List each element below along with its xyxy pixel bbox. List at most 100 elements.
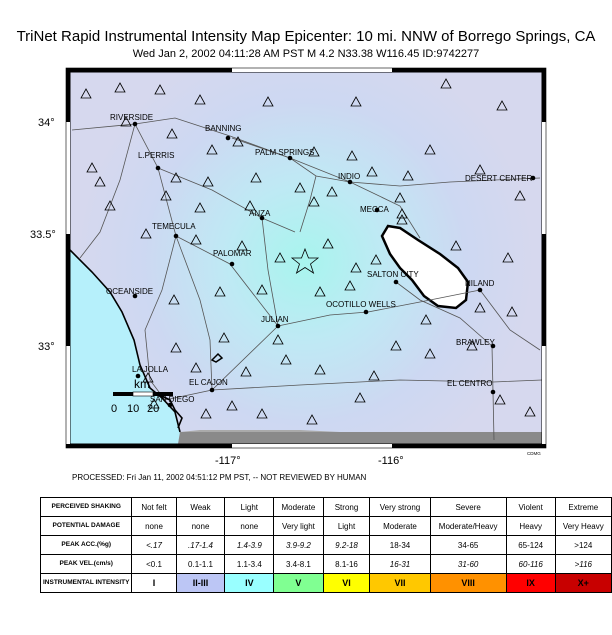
station-triangle-icon: [120, 116, 132, 127]
station-triangle-icon: [514, 190, 526, 201]
legend-cell: Extreme: [554, 497, 612, 517]
intensity-map: RIVERSIDE BANNING PALM SPRINGS L.PERRIS INDI…: [30, 67, 547, 467]
station-triangle-icon: [256, 408, 268, 419]
legend-cell: Weak: [175, 497, 226, 517]
legend-cell: VII: [369, 573, 431, 593]
legend-cell: none: [131, 516, 177, 536]
legend-cell: Light: [322, 516, 371, 536]
legend-row-label: POTENTIAL DAMAGE: [39, 516, 133, 536]
city-label: INDIO: [338, 172, 360, 181]
station-triangle-icon: [218, 332, 230, 343]
station-triangle-icon: [396, 214, 408, 225]
city-label: SALTON CITY: [367, 270, 419, 279]
station-triangle-icon: [494, 394, 506, 405]
station-triangle-icon: [94, 176, 106, 187]
legend-cell: Heavy: [505, 516, 556, 536]
station-triangle-icon: [236, 240, 248, 251]
epicenter-star-icon: [290, 247, 320, 274]
city-dot: [135, 373, 141, 379]
city-markers: RIVERSIDE BANNING PALM SPRINGS L.PERRIS INDI…: [106, 113, 536, 408]
city-dot: [275, 323, 281, 329]
city-dot: [209, 387, 215, 393]
scale-unit: km: [134, 377, 150, 391]
station-triangle-icon: [142, 372, 154, 383]
city-dot: [173, 233, 179, 239]
city-dot: [477, 287, 483, 293]
legend-cell: Strong: [322, 497, 371, 517]
station-triangle-icon: [394, 192, 406, 203]
station-triangle-icon: [294, 182, 306, 193]
legend-cell: Very light: [273, 516, 324, 536]
station-triangle-icon: [440, 78, 452, 89]
station-triangle-icon: [308, 146, 320, 157]
legend-cell: .17-1.4: [175, 535, 226, 555]
station-triangle-icon: [104, 200, 116, 211]
processed-note: PROCESSED: Fri Jan 11, 2002 04:51:12 PM …: [72, 473, 367, 482]
station-triangle-icon: [368, 370, 380, 381]
map-title: TriNet Rapid Instrumental Intensity Map …: [16, 28, 596, 45]
legend-cell: Violent: [505, 497, 556, 517]
legend-cell: none: [175, 516, 226, 536]
city-label: LA JOLLA: [132, 365, 169, 374]
legend-cell: <0.1: [131, 554, 177, 574]
scale-tick-0: 0: [111, 403, 117, 415]
station-triangle-icon: [346, 150, 358, 161]
lat-label-34: 34°: [38, 117, 55, 129]
legend-cell: IV: [224, 573, 275, 593]
city-label: NILAND: [465, 279, 495, 288]
city-label: DESERT CENTER: [465, 174, 532, 183]
city-dot: [225, 135, 231, 141]
city-dot: [393, 279, 399, 285]
station-triangle-icon: [502, 252, 514, 263]
station-triangle-icon: [160, 190, 172, 201]
station-triangle-icon: [424, 144, 436, 155]
city-label: OCOTILLO WELLS: [326, 300, 396, 309]
station-triangle-icon: [424, 348, 436, 359]
legend-cell: Very strong: [369, 497, 431, 517]
station-triangle-icon: [214, 286, 226, 297]
legend-cell: 65-124: [505, 535, 556, 555]
station-markers: [80, 78, 536, 425]
lat-label-33-5: 33.5°: [30, 229, 56, 241]
station-triangle-icon: [170, 172, 182, 183]
intensity-legend: PERCEIVED SHAKING Not felt Weak Light Modera…: [39, 497, 612, 593]
station-triangle-icon: [194, 202, 206, 213]
city-label: EL CAJON: [189, 378, 228, 387]
station-triangle-icon: [396, 208, 408, 219]
city-label: PALM SPRINGS: [255, 148, 314, 157]
station-triangle-icon: [148, 398, 160, 409]
station-triangle-icon: [80, 88, 92, 99]
station-triangle-icon: [474, 302, 486, 313]
city-dot: [374, 207, 380, 213]
station-triangle-icon: [474, 164, 486, 175]
city-dot: [287, 155, 293, 161]
legend-cell: <.17: [131, 535, 177, 555]
station-triangle-icon: [314, 286, 326, 297]
station-triangle-icon: [200, 408, 212, 419]
legend-cell: 60-116: [505, 554, 556, 574]
station-triangle-icon: [194, 94, 206, 105]
legend-cell: 1.4-3.9: [224, 535, 275, 555]
city-dot: [132, 121, 138, 127]
legend-cell: I: [131, 573, 177, 593]
station-triangle-icon: [166, 128, 178, 139]
city-dot: [490, 343, 496, 349]
station-triangle-icon: [272, 334, 284, 345]
legend-row: INSTRUMENTAL INTENSITY I II-III IV V VI VII VII…: [39, 573, 612, 593]
city-label: JULIAN: [261, 315, 289, 324]
legend-cell: >124: [554, 535, 612, 555]
city-dot: [490, 389, 496, 395]
credit-label: CDMG: [527, 451, 541, 456]
station-triangle-icon: [350, 262, 362, 273]
event-info: Wed Jan 2, 2002 04:11:28 AM PST M 4.2 N3…: [132, 48, 480, 60]
legend-row: PEAK VEL.(cm/s) <0.1 0.1-1.1 1.1-3.4 3.4-8.1…: [39, 554, 612, 574]
lon-label-116: -116°: [378, 455, 404, 467]
legend-row-label: INSTRUMENTAL INTENSITY: [39, 573, 133, 593]
station-triangle-icon: [450, 240, 462, 251]
station-triangle-icon: [256, 284, 268, 295]
station-triangle-icon: [370, 254, 382, 265]
legend-cell: 16-31: [369, 554, 431, 574]
station-triangle-icon: [344, 280, 356, 291]
legend-row: PEAK ACC.(%g) <.17.17-1.4 1.4-3.9 3.9-9.2 9.…: [39, 535, 612, 555]
legend-row-label: PEAK VEL.(cm/s): [39, 554, 133, 574]
